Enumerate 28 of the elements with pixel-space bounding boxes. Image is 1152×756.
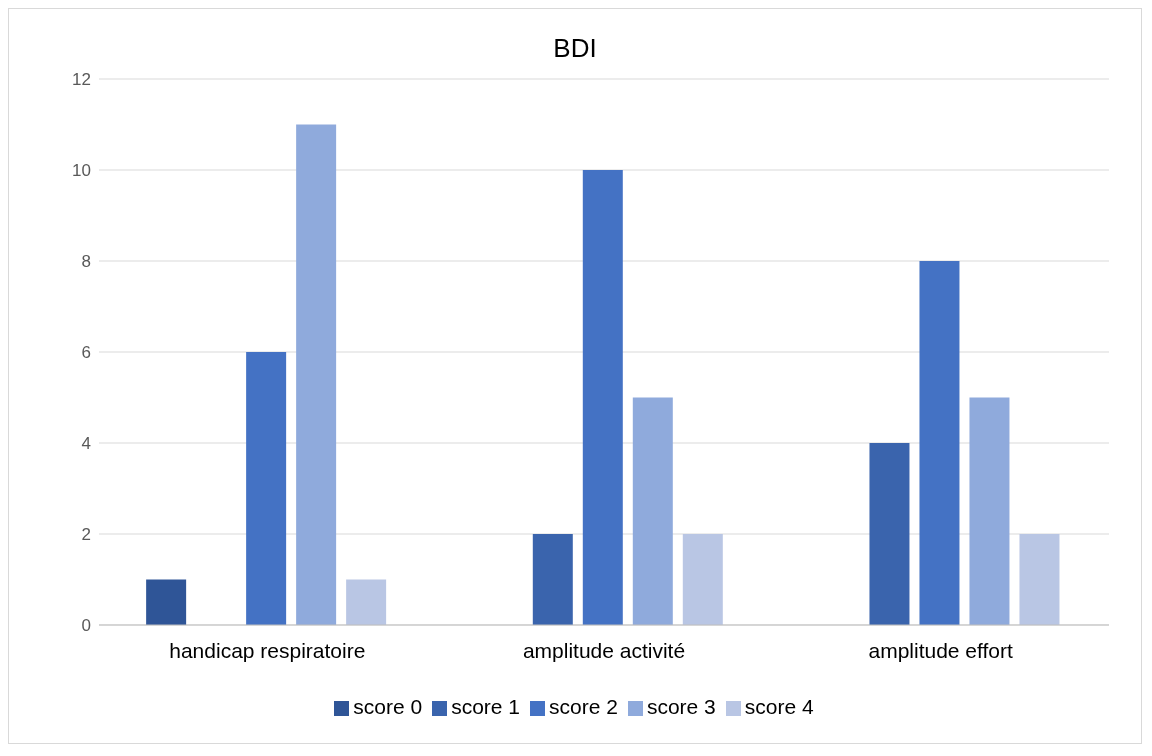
bar [146,579,187,625]
bar [346,579,387,625]
bar [969,397,1010,625]
bar [246,352,287,625]
bar [582,170,623,625]
bar [296,124,337,625]
bar [682,534,723,625]
y-tick-label: 8 [81,252,91,272]
legend-label: score 4 [744,695,814,718]
bar [869,443,910,625]
y-tick-label: 12 [72,70,91,90]
x-tick-label: handicap respiratoire [169,638,366,662]
legend-label: score 3 [646,695,716,718]
y-tick-label: 4 [81,434,91,454]
legend-label: score 0 [353,695,423,718]
bar [632,397,673,625]
y-tick-label: 0 [81,616,91,636]
bar [1019,534,1060,625]
y-tick-label: 2 [81,525,91,545]
y-tick-label: 10 [72,161,91,181]
y-tick-label: 6 [81,343,91,363]
legend-label: score 1 [451,695,521,718]
x-tick-label: amplitude effort [868,638,1014,662]
bar [532,534,573,625]
chart-title: BDI [552,32,598,65]
x-tick-label: amplitude activité [522,638,686,662]
bar [919,261,960,625]
legend-label: score 2 [549,695,618,718]
